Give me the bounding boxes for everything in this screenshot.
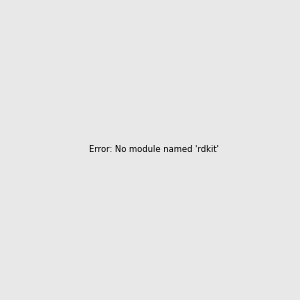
Text: Error: No module named 'rdkit': Error: No module named 'rdkit': [89, 145, 219, 154]
